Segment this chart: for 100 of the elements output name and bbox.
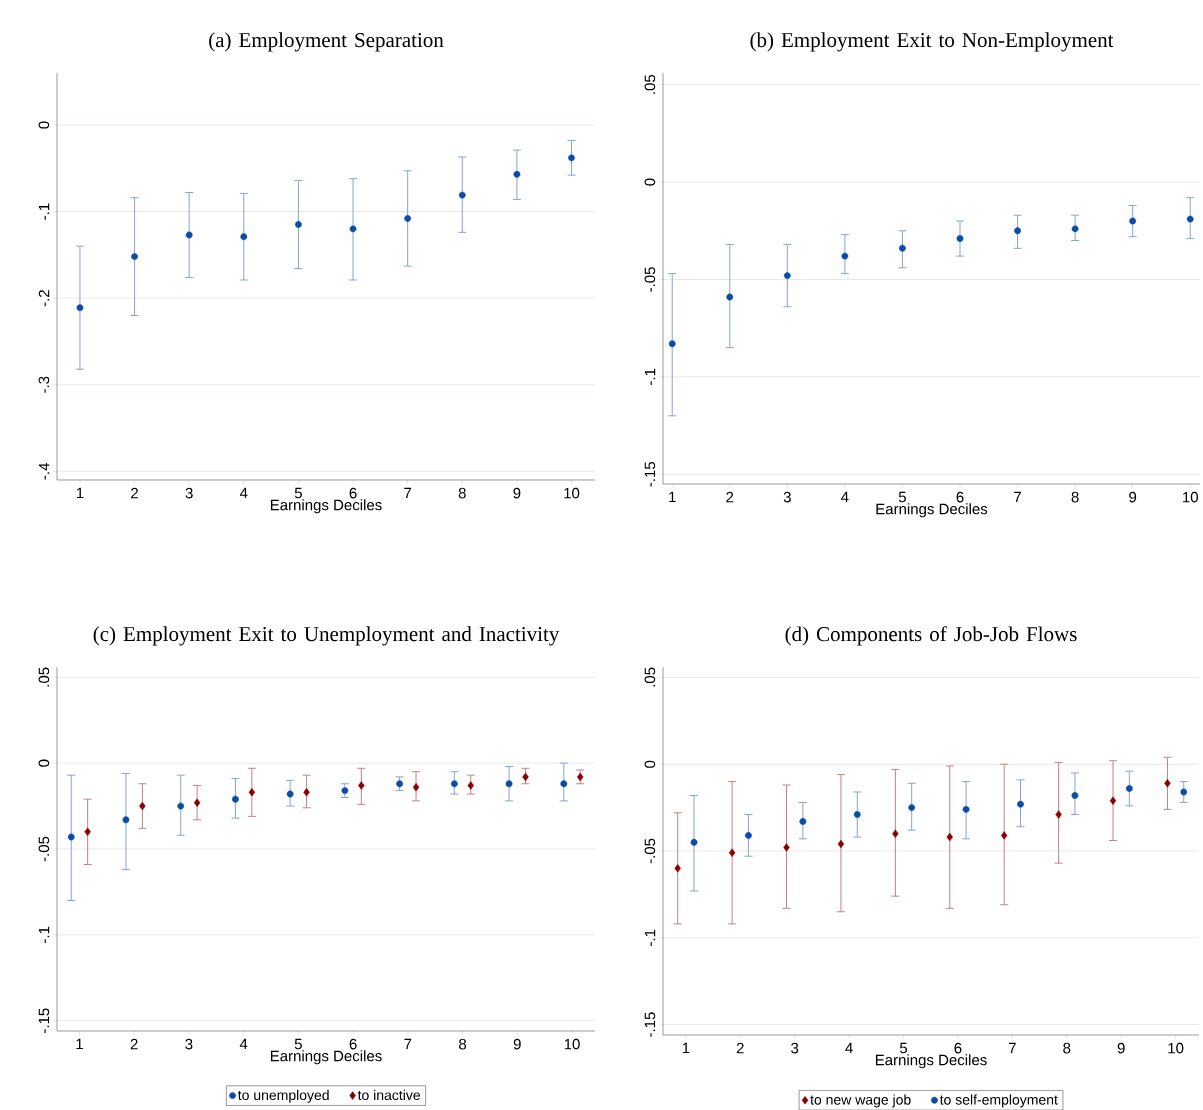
point: [1129, 217, 1137, 225]
x-tick-label: 10: [564, 1038, 580, 1050]
point: [1071, 225, 1079, 233]
point: [908, 804, 916, 811]
y-tick-label: -.1: [38, 203, 50, 220]
point: [956, 235, 964, 242]
x-tick-label: 4: [239, 1038, 248, 1050]
x-tick-label: 5: [899, 1042, 908, 1054]
point: [84, 827, 91, 837]
y-tick-label: 0: [644, 760, 656, 768]
x-axis-title: Earnings Deciles: [270, 499, 382, 514]
y-tick-label: -.15: [644, 461, 656, 487]
x-tick-label: 5: [294, 1038, 302, 1050]
point: [668, 340, 676, 348]
y-tick-label: 0: [38, 759, 50, 767]
point: [568, 154, 575, 162]
legend-label: to unemployed: [237, 1089, 329, 1103]
x-tick-label: 6: [349, 487, 357, 499]
y-tick-label: -.2: [38, 290, 50, 307]
point: [286, 790, 294, 798]
y-tick-label: .05: [38, 667, 50, 687]
x-tick-label: 4: [239, 487, 248, 499]
point: [404, 215, 412, 222]
point: [841, 252, 849, 260]
y-tick-label: -.05: [644, 838, 656, 864]
x-tick-label: 9: [1117, 1042, 1125, 1054]
x-tick-label: 4: [841, 491, 849, 503]
point: [122, 816, 130, 824]
x-tick-label: 10: [1168, 1042, 1184, 1054]
x-tick-label: 8: [1071, 491, 1079, 503]
x-tick-label: 2: [726, 491, 734, 503]
point: [467, 781, 474, 790]
point: [1125, 785, 1133, 792]
point: [1055, 810, 1062, 819]
x-axis-title: Earnings Deciles: [875, 1054, 987, 1069]
y-tick-label: -.05: [644, 267, 656, 292]
x-tick-label: 1: [76, 1038, 83, 1050]
point: [67, 833, 75, 841]
point: [1164, 779, 1171, 788]
x-tick-label: 2: [130, 1038, 138, 1050]
x-tick-label: 8: [1063, 1042, 1071, 1054]
point: [1109, 796, 1117, 805]
x-tick-label: 2: [131, 487, 138, 499]
x-tick-label: 6: [956, 491, 964, 503]
y-tick-label: -.1: [644, 368, 656, 385]
point: [1000, 831, 1008, 840]
y-tick-label: -.1: [644, 929, 656, 946]
point: [1186, 215, 1194, 223]
y-tick-label: .05: [644, 74, 656, 94]
x-tick-label: 3: [185, 1038, 193, 1050]
point: [1014, 227, 1021, 235]
point: [177, 802, 185, 810]
x-tick-label: 6: [349, 1038, 357, 1050]
point: [458, 191, 466, 199]
chart-title: (c) Employment Exit to Unemployment and Inactivity: [93, 626, 560, 646]
point: [139, 801, 146, 811]
point: [726, 293, 734, 301]
x-tick-label: 3: [791, 1042, 799, 1054]
point: [303, 788, 310, 797]
point: [892, 829, 899, 838]
x-tick-label: 7: [404, 1038, 412, 1050]
x-tick-label: 9: [513, 1038, 521, 1050]
x-tick-label: 7: [1014, 491, 1021, 503]
point: [799, 818, 807, 825]
y-tick-label: -.3: [38, 376, 50, 393]
point: [745, 831, 752, 839]
y-tick-label: -.15: [38, 1008, 50, 1033]
legend-label: to inactive: [357, 1089, 420, 1101]
point: [76, 304, 84, 312]
x-tick-label: 1: [76, 487, 84, 499]
point: [899, 244, 906, 252]
point: [837, 839, 845, 849]
x-tick-label: 8: [458, 487, 466, 499]
x-tick-label: 2: [736, 1042, 744, 1054]
point: [962, 805, 970, 813]
point: [1180, 788, 1188, 796]
point: [232, 795, 239, 803]
x-tick-label: 7: [1008, 1042, 1016, 1054]
chart-title: (b) Employment Exit to Non-Employment: [750, 32, 1114, 52]
point: [240, 233, 248, 241]
point: [131, 253, 138, 260]
y-tick-label: 0: [38, 121, 50, 129]
chart-title: (d) Components of Job-Job Flows: [785, 626, 1077, 646]
point: [412, 782, 420, 792]
y-tick-label: 0: [644, 178, 656, 186]
x-tick-label: 5: [294, 487, 302, 499]
x-tick-label: 8: [459, 1038, 467, 1050]
point: [946, 832, 953, 842]
x-axis-title: Earnings Deciles: [876, 503, 988, 518]
y-tick-label: -.15: [644, 1012, 656, 1037]
point: [1017, 800, 1024, 808]
point: [728, 848, 736, 857]
x-tick-label: 6: [954, 1042, 962, 1054]
point: [783, 272, 791, 279]
x-tick-label: 5: [898, 491, 906, 503]
point: [690, 838, 698, 846]
chart-title: (a) Employment Separation: [209, 32, 444, 52]
point: [193, 798, 201, 807]
point: [396, 780, 404, 788]
point: [783, 843, 790, 852]
